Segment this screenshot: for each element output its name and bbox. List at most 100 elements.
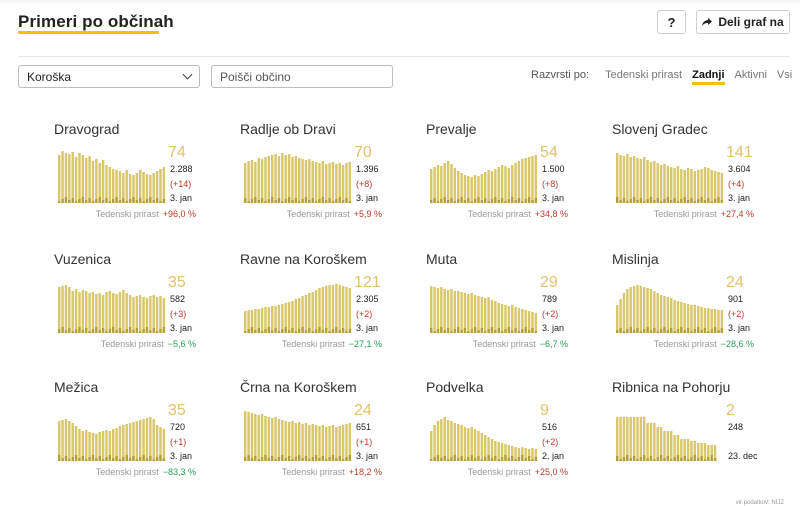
sparkline-bar [264,416,267,461]
weekly-growth-label: Tedenski prirast [467,209,531,219]
weekly-growth: Tedenski prirast +96,0 % [96,209,196,219]
sparkline-bar [531,156,534,203]
sparkline-bar [105,430,108,461]
sparkline-bar [457,424,460,461]
sparkline-new-bar [287,330,291,333]
sparkline-bar [338,426,341,461]
sort-option-all[interactable]: Vsi [776,69,793,81]
municipality-card[interactable]: Ribnica na Pohorju 2 248 23. dec [612,379,800,491]
sparkline-new-bar [453,329,457,333]
daily-delta: (+2) [542,309,559,319]
sparkline-new-bar [250,327,254,333]
sparkline-bar [521,159,524,203]
municipality-card[interactable]: Dravograd 74 2.288 (+14) 3. jan Tedenski prir… [54,121,254,233]
sparkline-new-bar [118,459,122,461]
municipality-search-input[interactable] [211,65,393,88]
sparkline-new-bar [74,329,78,333]
sparkline-bar [534,313,538,333]
municipality-card[interactable]: Ravne na Koroškem 121 2.305 (+2) 3. jan Teden… [240,251,440,363]
sparkline-new-bar [690,331,693,333]
sparkline-bar [250,310,254,333]
sparkline-bar [484,172,487,203]
sparkline-bar [433,425,436,461]
data-source: vir podatkov: NIJZ [735,500,784,506]
weekly-growth-label: Tedenski prirast [100,339,164,349]
municipality-card[interactable]: Mežica 35 720 (+1) 3. jan Tedenski prirast −83… [54,379,254,491]
municipality-name: Dravograd [54,121,120,137]
sparkline-new-bar [656,457,659,461]
daily-delta: (+1) [356,437,373,447]
sparkline-new-bar [477,197,480,203]
weekly-growth-label: Tedenski prirast [286,209,350,219]
help-button[interactable]: ? [657,10,686,34]
sparkline-bar [88,293,91,333]
weekly-growth-value: +34,8 % [534,209,568,219]
sparkline-new-bar [345,331,348,333]
sparkline-bar [108,291,112,333]
sparkline-bar [88,156,91,203]
sparkline-bar [132,297,135,333]
sort-option-weekly[interactable]: Tedenski prirast [605,69,683,81]
share-button-label: Deli graf na [718,15,784,29]
sparkline-new-bar [713,327,717,333]
sparkline-new-bar [626,329,629,333]
active-cases: 35 [168,402,186,419]
sparkline-new-bar [314,201,318,203]
sparkline-new-bar [663,327,666,333]
sparkline-bar [527,449,531,461]
sparkline-bar [436,421,440,461]
municipality-name: Prevalje [426,121,477,137]
sparkline-bar [507,168,511,203]
sparkline-bar [453,423,457,461]
weekly-growth: Tedenski prirast +5,9 % [287,209,382,219]
sparkline-new-bar [250,199,254,203]
sort-option-latest[interactable]: Zadnji [692,69,725,85]
sparkline-bar [619,417,622,461]
sparkline-new-bar [450,198,453,203]
sparkline-new-bar [74,455,78,461]
sparkline-new-bar [453,201,457,203]
municipality-name: Mislinja [612,251,659,267]
municipality-card[interactable]: Muta 29 789 (+2) 3. jan Tedenski prirast −6,7 … [426,251,626,363]
sparkline-new-bar [470,329,473,333]
sparkline-new-bar [707,331,710,333]
sparkline-bar [125,293,128,333]
sparkline-new-bar [430,459,433,461]
weekly-growth-label: Tedenski prirast [467,467,531,477]
sparkline-bar [132,422,135,461]
sparkline-new-bar [713,199,717,203]
municipality-card[interactable]: Radlje ob Dravi 70 1.396 (+8) 3. jan Tedenski… [240,121,440,233]
sparkline-bar [511,446,514,461]
sparkline-new-bar [717,197,720,203]
municipality-card[interactable]: Prevalje 54 1.500 (+8) 3. jan Tedenski priras… [426,121,626,233]
sparkline-bar [294,156,298,203]
sparkline-bar [142,419,145,461]
sparkline-bar [467,176,470,203]
municipality-card[interactable]: Slovenj Gradec 141 3.604 (+4) 3. jan Tedenski… [612,121,800,233]
sparkline-new-bar [108,329,112,333]
sparkline-new-bar [321,197,325,203]
municipality-card[interactable]: Podvelka 9 516 (+2) 2. jan Tedenski prirast +2… [426,379,626,491]
sort-option-active[interactable]: Aktivni [734,69,767,81]
sparkline-new-bar [534,198,538,203]
sparkline-bar [61,420,64,461]
sparkline-bar [484,298,487,333]
sparkline-bar [68,421,71,461]
sparkline-new-bar [125,201,128,203]
sparkline-new-bar [281,329,284,333]
sparkline-bar [680,439,683,461]
region-select[interactable]: Koroška [18,65,200,88]
sparkline-new-bar [304,456,308,461]
sparkline-new-bar [91,455,95,461]
municipality-card[interactable]: Vuzenica 35 582 (+3) 3. jan Tedenski prirast −… [54,251,254,363]
municipality-card[interactable]: Črna na Koroškem 24 651 (+1) 3. jan Tedenski … [240,379,440,491]
sparkline-new-bar [440,458,443,461]
share-button[interactable]: Deli graf na [696,10,790,34]
sparkline-bar [653,291,656,333]
sparkline-new-bar [71,331,74,333]
sparkline-new-bar [713,458,717,461]
municipality-card[interactable]: Mislinja 24 901 (+2) 3. jan Tedenski prirast −… [612,251,800,363]
sparkline-new-bar [81,197,85,203]
last-date: 3. jan [356,323,379,333]
sparkline-new-bar [700,330,703,333]
